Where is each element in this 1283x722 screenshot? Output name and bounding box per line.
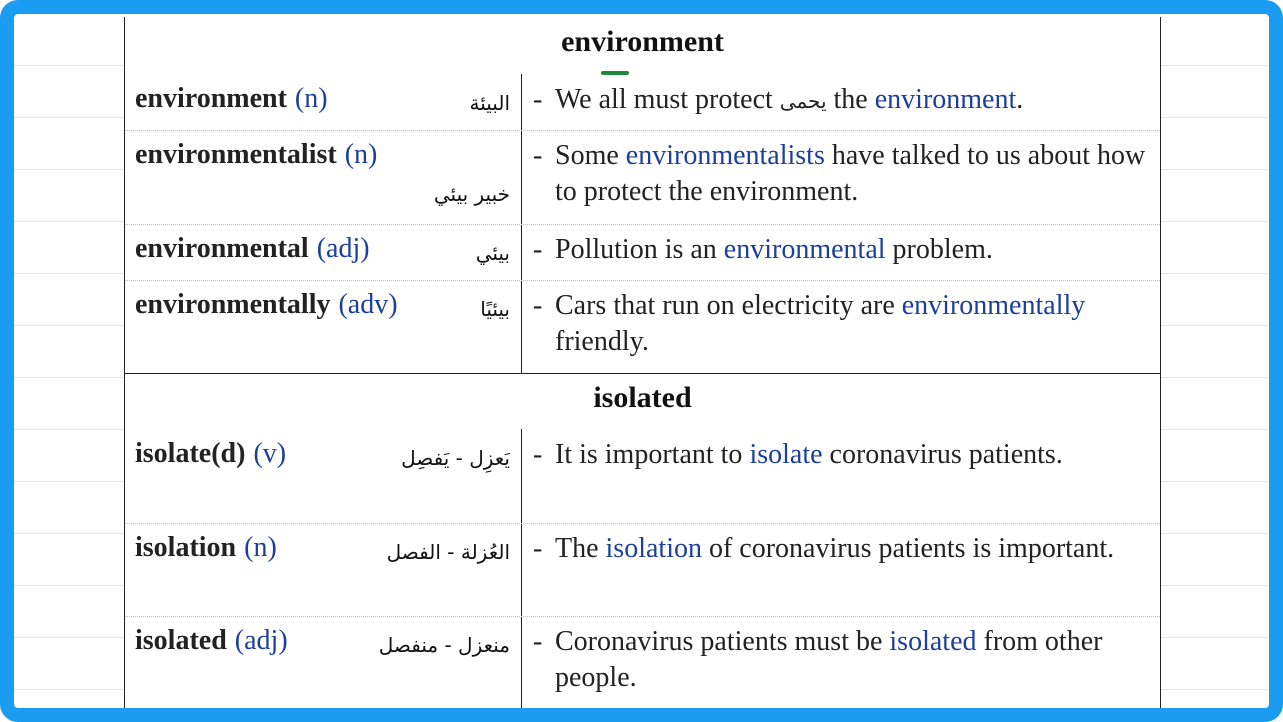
- example-text: have talked to us about how to protect t…: [555, 140, 1146, 207]
- row-separator: [125, 280, 1160, 281]
- term-text: environmental: [135, 233, 309, 264]
- word-term: environmentalist (n): [135, 139, 377, 171]
- bullet-dash: -: [533, 533, 543, 564]
- arabic-translation: منعزل - منفصل: [378, 633, 510, 657]
- arabic-translation: بيئيًا: [480, 297, 510, 321]
- bullet-dash: -: [533, 140, 543, 171]
- example-sentence: - The isolation of coronavirus patients …: [533, 531, 1148, 567]
- example-text: Coronavirus patients must be: [555, 626, 890, 657]
- example-text: the: [826, 84, 875, 115]
- example-text: friendly.: [555, 326, 649, 357]
- example-text: It is important to: [555, 439, 750, 470]
- bullet-dash: -: [533, 626, 543, 657]
- row-separator: [125, 523, 1160, 524]
- section-environment: environment environment (n) البيئة - We a…: [125, 17, 1160, 373]
- section-isolated: isolated isolate(d) (v) يَعزِل - يَفصِل -…: [125, 373, 1160, 708]
- example-sentence: - Some environmentalists have talked to …: [533, 138, 1148, 210]
- word-term: isolated (adj): [135, 625, 288, 657]
- table-row: environment (n) البيئة - We all must prot…: [125, 74, 1160, 130]
- highlighted-word: environmental: [723, 234, 886, 265]
- example-text: from other people.: [555, 626, 1103, 693]
- bullet-dash: -: [533, 234, 543, 265]
- table-row: isolated (adj) منعزل - منفصل - Coronaviru…: [125, 616, 1160, 708]
- part-of-speech: (v): [253, 438, 287, 469]
- underline-mark: [601, 71, 629, 75]
- table-row: isolation (n) العُزلة - الفصل - The isola…: [125, 523, 1160, 616]
- table-row: environmentalist (n) خبير بيئي - Some env…: [125, 130, 1160, 224]
- highlighted-word: environmentalists: [625, 140, 825, 171]
- part-of-speech: (n): [294, 83, 328, 114]
- arabic-inline-word: يحمى: [779, 89, 827, 113]
- example-text: problem.: [885, 234, 993, 265]
- term-text: isolation: [135, 532, 237, 563]
- arabic-translation: البيئة: [469, 91, 510, 115]
- notebook-sheet: environment environment (n) البيئة - We a…: [14, 14, 1269, 708]
- example-text: Some: [555, 140, 626, 171]
- column-divider: [521, 74, 522, 373]
- bullet-dash: -: [533, 290, 543, 321]
- table-row: isolate(d) (v) يَعزِل - يَفصِل - It is im…: [125, 429, 1160, 523]
- vocabulary-table: environment environment (n) البيئة - We a…: [124, 17, 1161, 708]
- table-row: environmentally (adv) بيئيًا - Cars that …: [125, 280, 1160, 373]
- example-text: of coronavirus patients is important.: [701, 533, 1115, 564]
- row-separator: [125, 130, 1160, 131]
- part-of-speech: (n): [244, 532, 277, 563]
- word-term: isolation (n): [135, 532, 277, 564]
- term-text: environmentally: [135, 289, 331, 320]
- row-separator: [125, 224, 1160, 225]
- section-border: [125, 373, 1160, 374]
- term-text: isolate(d): [135, 438, 246, 469]
- column-divider: [521, 429, 522, 708]
- section-heading: isolated: [593, 381, 692, 414]
- word-term: environment (n): [135, 83, 328, 115]
- word-term: environmentally (adv): [135, 289, 398, 321]
- term-text: isolated: [135, 625, 227, 656]
- bullet-dash: -: [533, 439, 543, 470]
- example-text: Cars that run on electricity are: [555, 290, 902, 321]
- example-text: The: [555, 533, 606, 564]
- part-of-speech: (adj): [234, 625, 288, 656]
- term-text: environment: [135, 83, 287, 114]
- word-term: isolate(d) (v): [135, 438, 286, 470]
- arabic-translation: بيئي: [475, 241, 510, 265]
- example-sentence: - It is important to isolate coronavirus…: [533, 437, 1148, 473]
- row-separator: [125, 616, 1160, 617]
- part-of-speech: (adv): [338, 289, 398, 320]
- term-text: environmentalist: [135, 139, 337, 170]
- example-text: Pollution is an: [555, 234, 724, 265]
- part-of-speech: (n): [344, 139, 378, 170]
- example-text: coronavirus patients.: [822, 439, 1063, 470]
- example-sentence: - Pollution is an environmental problem.: [533, 232, 1148, 268]
- highlighted-word: environment: [874, 84, 1017, 115]
- arabic-translation: العُزلة - الفصل: [386, 540, 510, 564]
- example-sentence: - Cars that run on electricity are envir…: [533, 288, 1148, 360]
- bullet-dash: -: [533, 84, 543, 115]
- table-row: environmental (adj) بيئي - Pollution is a…: [125, 224, 1160, 280]
- example-text: .: [1016, 84, 1024, 115]
- word-term: environmental (adj): [135, 233, 370, 265]
- example-text: We all must protect: [555, 84, 780, 115]
- highlighted-word: environmentally: [901, 290, 1086, 321]
- example-sentence: - We all must protect يحمى the environme…: [533, 82, 1148, 119]
- highlighted-word: isolate: [749, 439, 823, 470]
- highlighted-word: isolated: [889, 626, 977, 657]
- part-of-speech: (adj): [316, 233, 370, 264]
- arabic-translation: يَعزِل - يَفصِل: [401, 446, 510, 470]
- highlighted-word: isolation: [605, 533, 702, 564]
- section-heading: environment: [561, 25, 724, 58]
- example-sentence: - Coronavirus patients must be isolated …: [533, 624, 1148, 696]
- arabic-translation: خبير بيئي: [433, 182, 510, 206]
